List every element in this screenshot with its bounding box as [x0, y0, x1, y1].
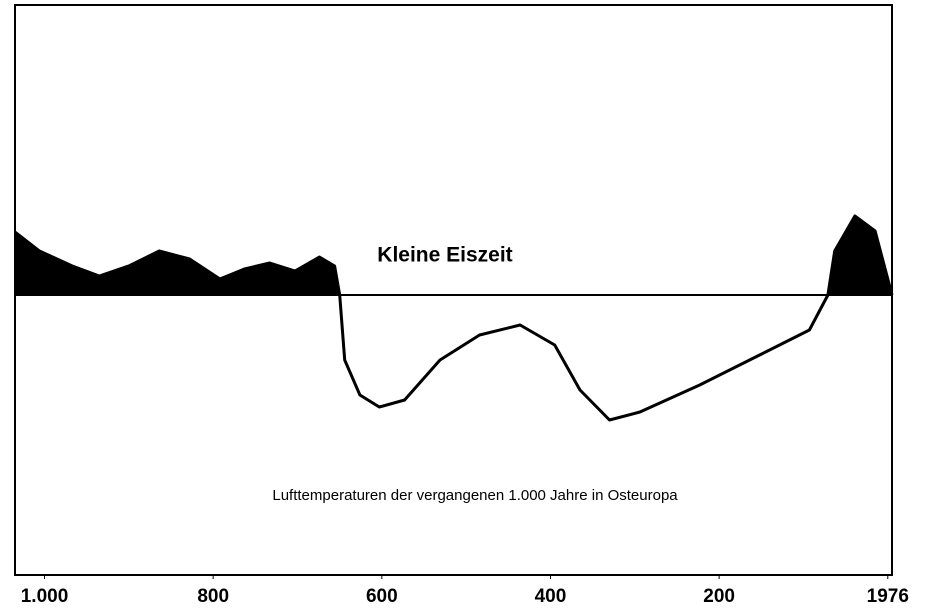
- x-tick-label: 200: [703, 586, 735, 607]
- x-tick-label: 400: [535, 586, 567, 607]
- x-tick-label: 800: [197, 586, 229, 607]
- annotation: Kleine Eiszeit: [377, 244, 512, 267]
- x-tick-label: 1.000: [21, 586, 69, 607]
- temperature-line: [14, 214, 894, 422]
- warm-area: [15, 216, 892, 295]
- x-tick-label: 1976: [867, 586, 909, 607]
- x-tick-label: 600: [366, 586, 398, 607]
- chart-title: Lufttemperaturen der vergangenen 1.000 J…: [272, 487, 678, 504]
